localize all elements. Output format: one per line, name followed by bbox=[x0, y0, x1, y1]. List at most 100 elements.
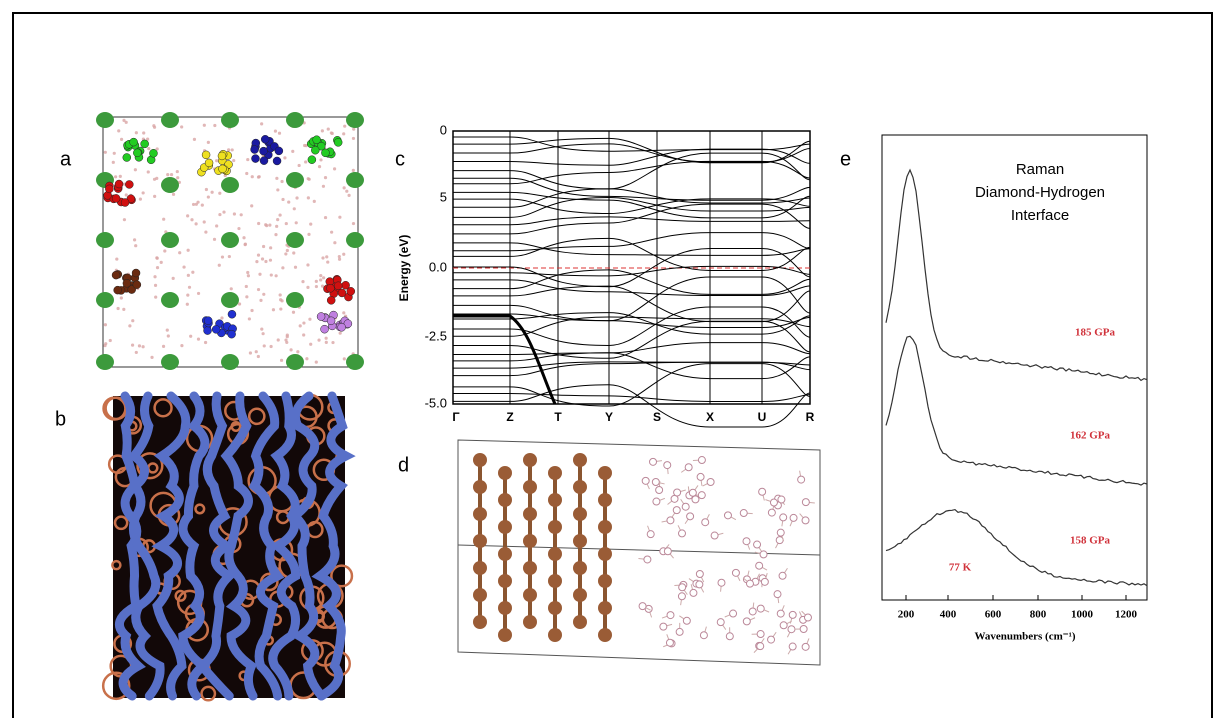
cluster-atom bbox=[260, 135, 270, 144]
atom bbox=[115, 257, 119, 261]
y-tick-label: 0.0 bbox=[429, 259, 447, 274]
atom bbox=[320, 129, 324, 133]
atom bbox=[351, 136, 356, 141]
cluster bbox=[161, 177, 179, 193]
hydrogen bbox=[706, 477, 715, 486]
atom bbox=[117, 129, 121, 133]
atom bbox=[321, 256, 325, 260]
tube bbox=[114, 391, 146, 701]
atom bbox=[134, 244, 138, 248]
atom bbox=[293, 265, 298, 269]
atom bbox=[124, 193, 128, 197]
carbon bbox=[498, 520, 512, 534]
tube bbox=[178, 391, 211, 701]
atom bbox=[203, 340, 208, 345]
cluster-atom bbox=[211, 325, 221, 334]
panel-label: d bbox=[398, 454, 409, 476]
hydrogen bbox=[710, 531, 719, 540]
hydrogen bbox=[725, 632, 734, 641]
atom bbox=[141, 191, 145, 195]
k-point-label: U bbox=[758, 410, 767, 424]
cluster bbox=[221, 112, 239, 128]
band bbox=[453, 148, 811, 166]
atom bbox=[122, 182, 126, 186]
band bbox=[453, 306, 811, 346]
hydrogen bbox=[643, 555, 652, 564]
atom bbox=[330, 230, 334, 234]
cluster bbox=[161, 112, 179, 128]
cluster bbox=[286, 354, 304, 370]
coil bbox=[174, 589, 187, 602]
atom bbox=[262, 344, 266, 348]
hydrogen bbox=[776, 528, 785, 537]
hydrogen bbox=[787, 625, 796, 634]
atom bbox=[153, 194, 157, 198]
curve-label: 162 GPa bbox=[1070, 430, 1111, 442]
cluster-atom bbox=[321, 148, 330, 158]
hydrogen bbox=[699, 631, 708, 640]
decorations bbox=[96, 112, 1148, 702]
atom bbox=[351, 221, 356, 226]
hydrogen bbox=[776, 609, 785, 618]
hydrogen bbox=[675, 627, 684, 636]
atom bbox=[342, 252, 346, 256]
atom bbox=[141, 345, 145, 349]
y-tick-label: 5 bbox=[440, 189, 447, 204]
cluster-atom bbox=[218, 164, 227, 174]
carbon bbox=[523, 615, 537, 629]
cluster-atom bbox=[125, 180, 134, 189]
cluster-atom bbox=[227, 309, 237, 319]
cluster bbox=[346, 232, 364, 248]
atom bbox=[138, 197, 142, 201]
cluster-atom bbox=[312, 135, 321, 144]
atom bbox=[161, 344, 166, 348]
atom bbox=[246, 157, 250, 162]
atom bbox=[146, 137, 150, 141]
atom bbox=[134, 131, 138, 135]
carbon bbox=[548, 574, 562, 588]
band bbox=[453, 313, 811, 328]
atom bbox=[237, 302, 242, 306]
carbon bbox=[548, 520, 562, 534]
hydrogen bbox=[767, 635, 776, 644]
hydrogen bbox=[760, 577, 769, 586]
atom bbox=[261, 332, 265, 336]
atom bbox=[304, 160, 308, 164]
atom bbox=[153, 275, 157, 279]
curve-label: 158 GPa bbox=[1070, 535, 1111, 547]
carbon bbox=[473, 561, 487, 575]
tube bbox=[311, 391, 356, 701]
hydrogen bbox=[758, 487, 767, 496]
atom bbox=[260, 327, 264, 331]
hydrogen bbox=[773, 590, 782, 599]
atom bbox=[187, 285, 192, 289]
atom bbox=[308, 317, 312, 321]
k-point-label: T bbox=[554, 410, 562, 424]
atom bbox=[325, 255, 329, 259]
band bbox=[453, 320, 811, 359]
x-tick-label: 1000 bbox=[1071, 609, 1094, 621]
hydrogen bbox=[729, 609, 738, 618]
carbon bbox=[548, 628, 562, 642]
cluster bbox=[161, 354, 179, 370]
atom bbox=[133, 168, 137, 172]
cluster bbox=[286, 232, 304, 248]
cluster-atom bbox=[343, 319, 353, 328]
atom bbox=[306, 177, 310, 181]
cluster bbox=[96, 232, 114, 248]
hydrogen bbox=[755, 561, 764, 570]
k-point-label: R bbox=[806, 410, 815, 424]
atom bbox=[352, 127, 356, 131]
hydrogen bbox=[677, 592, 686, 601]
atom bbox=[324, 336, 328, 340]
atom bbox=[285, 335, 289, 339]
band bbox=[453, 342, 811, 356]
atom bbox=[246, 274, 251, 278]
hydrogen bbox=[778, 571, 787, 580]
cluster-atom bbox=[307, 155, 317, 164]
band bbox=[453, 143, 811, 163]
hydrogen bbox=[797, 475, 806, 484]
hydrogen bbox=[717, 578, 726, 587]
atom bbox=[169, 172, 174, 177]
hydrogen bbox=[801, 642, 810, 651]
